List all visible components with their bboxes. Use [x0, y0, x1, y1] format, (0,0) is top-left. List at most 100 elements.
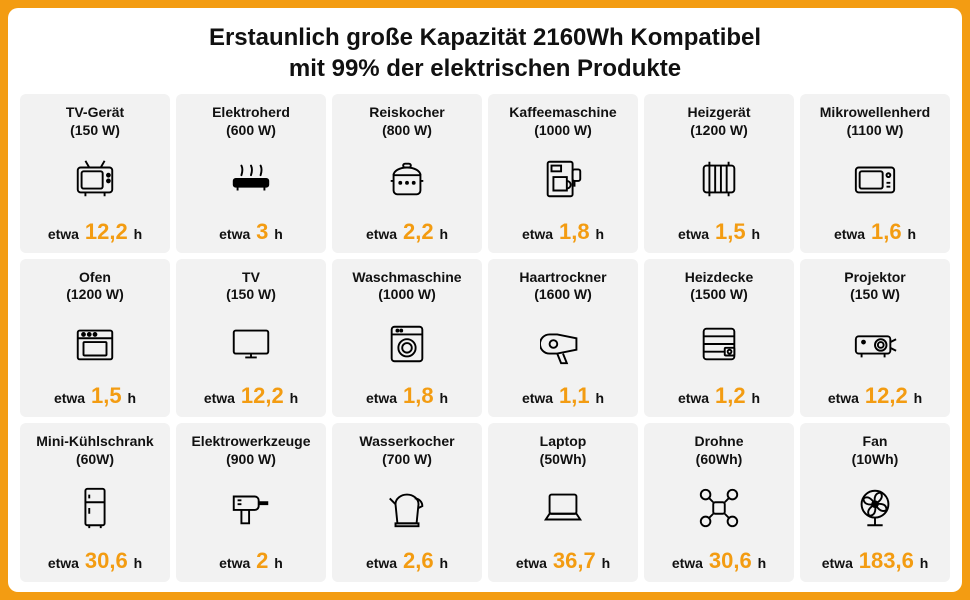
appliance-name: Elektroherd — [212, 104, 290, 120]
microwave-icon — [852, 139, 898, 219]
runtime-suffix: h — [274, 555, 283, 571]
runtime-prefix: etwa — [522, 226, 553, 242]
runtime-value: 36,7 — [553, 548, 596, 573]
appliance-name: Heizdecke — [685, 269, 753, 285]
runtime-label: etwa 1,2 h — [678, 383, 760, 409]
runtime-label: etwa 2,2 h — [366, 219, 448, 245]
fridge-icon — [72, 468, 118, 548]
appliance-power: (600 W) — [212, 122, 290, 140]
appliance-grid: TV-Gerät (150 W) etwa 12,2 h Elektroherd (60… — [20, 94, 950, 582]
appliance-card: Reiskocher(800 W) etwa 2,2 h — [332, 94, 482, 253]
runtime-prefix: etwa — [828, 390, 859, 406]
appliance-power: (60Wh) — [695, 451, 744, 469]
card-heading: Drohne(60Wh) — [695, 433, 744, 468]
appliance-card: Drohne(60Wh) etwa 30,6 h — [644, 423, 794, 582]
projector-icon — [852, 304, 898, 384]
card-heading: Waschmaschine(1000 W) — [352, 269, 461, 304]
appliance-name: Haartrockner — [519, 269, 606, 285]
card-heading: Haartrockner(1600 W) — [519, 269, 606, 304]
appliance-power: (700 W) — [359, 451, 454, 469]
appliance-name: Ofen — [79, 269, 111, 285]
runtime-value: 2 — [256, 548, 268, 573]
runtime-suffix: h — [914, 390, 923, 406]
runtime-prefix: etwa — [516, 555, 547, 571]
appliance-power: (1200 W) — [66, 286, 124, 304]
runtime-suffix: h — [274, 226, 283, 242]
runtime-prefix: etwa — [822, 555, 853, 571]
card-heading: TV(150 W) — [226, 269, 276, 304]
title-line-2: mit 99% der elektrischen Produkte — [289, 55, 681, 82]
coffee-maker-icon — [540, 139, 586, 219]
title-line-1: Erstaunlich große Kapazität 2160Wh Kompa… — [209, 24, 761, 51]
appliance-power: (800 W) — [369, 122, 444, 140]
runtime-label: etwa 1,8 h — [522, 219, 604, 245]
card-heading: Reiskocher(800 W) — [369, 104, 444, 139]
runtime-label: etwa 30,6 h — [672, 548, 766, 574]
appliance-name: Waschmaschine — [352, 269, 461, 285]
appliance-power: (60W) — [36, 451, 153, 469]
runtime-prefix: etwa — [219, 226, 250, 242]
runtime-prefix: etwa — [366, 390, 397, 406]
appliance-name: Fan — [863, 433, 888, 449]
appliance-power: (150 W) — [66, 122, 124, 140]
runtime-value: 12,2 — [241, 383, 284, 408]
fan-icon — [852, 468, 898, 548]
runtime-suffix: h — [907, 226, 916, 242]
appliance-power: (50Wh) — [540, 451, 587, 469]
runtime-label: etwa 1,5 h — [54, 383, 136, 409]
heater-icon — [696, 139, 742, 219]
runtime-prefix: etwa — [366, 226, 397, 242]
appliance-name: Mikrowellenherd — [820, 104, 930, 120]
runtime-prefix: etwa — [48, 555, 79, 571]
card-heading: Heizgerät(1200 W) — [687, 104, 750, 139]
runtime-label: etwa 3 h — [219, 219, 283, 245]
appliance-power: (1600 W) — [519, 286, 606, 304]
appliance-card: Mikrowellenherd(1100 W)etwa 1,6 h — [800, 94, 950, 253]
runtime-suffix: h — [595, 226, 604, 242]
appliance-card: Haartrockner(1600 W)etwa 1,1 h — [488, 259, 638, 418]
runtime-value: 30,6 — [85, 548, 128, 573]
runtime-suffix: h — [751, 226, 760, 242]
laptop-icon — [540, 468, 586, 548]
runtime-value: 1,8 — [559, 219, 590, 244]
runtime-suffix: h — [751, 390, 760, 406]
runtime-label: etwa 1,8 h — [366, 383, 448, 409]
appliance-power: (1200 W) — [687, 122, 750, 140]
appliance-name: TV-Gerät — [66, 104, 124, 120]
runtime-value: 1,5 — [91, 383, 122, 408]
appliance-power: (1100 W) — [820, 122, 930, 140]
appliance-power: (900 W) — [191, 451, 310, 469]
card-heading: Elektrowerkzeuge(900 W) — [191, 433, 310, 468]
runtime-value: 12,2 — [85, 219, 128, 244]
oven-icon — [72, 304, 118, 384]
runtime-label: etwa 12,2 h — [48, 219, 142, 245]
runtime-value: 1,8 — [403, 383, 434, 408]
runtime-suffix: h — [595, 390, 604, 406]
appliance-card: Kaffeemaschine(1000 W) etwa 1,8 h — [488, 94, 638, 253]
runtime-label: etwa 36,7 h — [516, 548, 610, 574]
runtime-value: 12,2 — [865, 383, 908, 408]
runtime-prefix: etwa — [219, 555, 250, 571]
appliance-name: Mini-Kühlschrank — [36, 433, 153, 449]
appliance-card: Wasserkocher(700 W)etwa 2,6 h — [332, 423, 482, 582]
appliance-card: Elektrowerkzeuge(900 W) etwa 2 h — [176, 423, 326, 582]
card-heading: Kaffeemaschine(1000 W) — [509, 104, 616, 139]
runtime-suffix: h — [134, 226, 143, 242]
appliance-name: Wasserkocher — [359, 433, 454, 449]
runtime-label: etwa 2 h — [219, 548, 283, 574]
runtime-value: 30,6 — [709, 548, 752, 573]
runtime-prefix: etwa — [678, 390, 709, 406]
runtime-value: 1,1 — [559, 383, 590, 408]
runtime-value: 183,6 — [859, 548, 914, 573]
appliance-power: (150 W) — [844, 286, 905, 304]
runtime-suffix: h — [439, 390, 448, 406]
appliance-card: TV(150 W)etwa 12,2 h — [176, 259, 326, 418]
drone-icon — [696, 468, 742, 548]
card-heading: Laptop(50Wh) — [540, 433, 587, 468]
appliance-name: Kaffeemaschine — [509, 104, 616, 120]
runtime-prefix: etwa — [54, 390, 85, 406]
appliance-power: (1500 W) — [685, 286, 753, 304]
appliance-card: Heizgerät(1200 W)etwa 1,5 h — [644, 94, 794, 253]
runtime-label: etwa 30,6 h — [48, 548, 142, 574]
card-heading: TV-Gerät (150 W) — [66, 104, 124, 139]
